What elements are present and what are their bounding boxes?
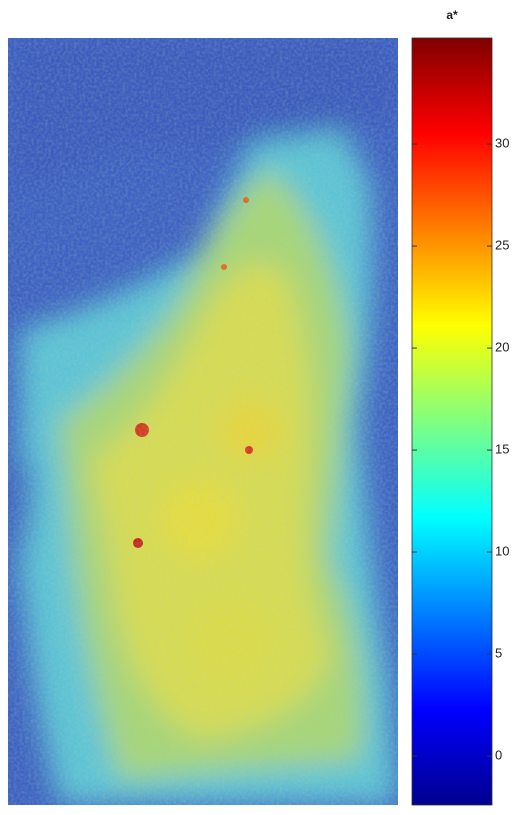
- heatmap-image: [8, 38, 398, 805]
- colorbar-tick-label: 25: [495, 238, 509, 253]
- colorbar-tick-label: 10: [495, 543, 509, 558]
- colorbar-tick-label: 15: [495, 441, 509, 456]
- colorbar-tick-label: 20: [495, 340, 509, 355]
- colorbar-tick-label: 5: [495, 645, 502, 660]
- colorbar-title: a*: [446, 8, 458, 22]
- chart: a* 0 5 10 15 20 25 30: [0, 0, 525, 810]
- colorbar: [412, 38, 492, 805]
- colorbar-tick-label: 30: [495, 136, 509, 151]
- colorbar-tick-label: 0: [495, 747, 502, 762]
- page: {"chart_data": {"type": "heatmap", "titl…: [0, 0, 525, 810]
